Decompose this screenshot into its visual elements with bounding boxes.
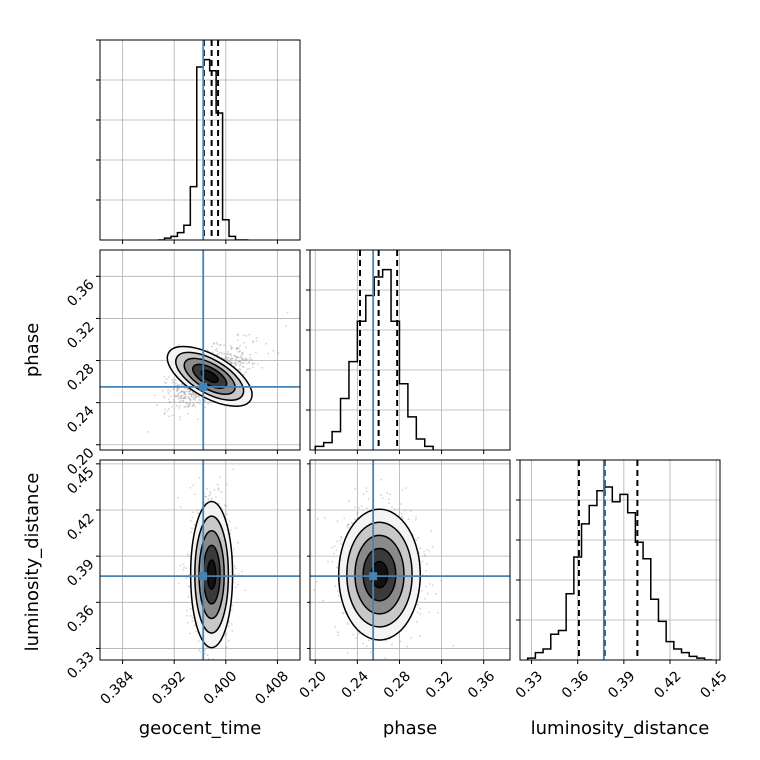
x-tick-label: 0.36 <box>559 668 592 701</box>
x-tick-label: 0.45 <box>697 668 730 701</box>
panel-phase-phase <box>306 249 511 454</box>
y-tick-label: 0.39 <box>64 556 97 589</box>
panel-luminosity_distance-phase <box>307 459 511 664</box>
truth-marker <box>369 572 378 581</box>
x-tick-label: 0.33 <box>513 668 546 701</box>
truth-marker <box>199 572 208 581</box>
x-tick-label: 0.408 <box>252 668 292 708</box>
x-tick-label: 0.392 <box>149 668 189 708</box>
x-tick-label: 0.24 <box>339 668 372 701</box>
x-tick-label: 0.32 <box>423 668 456 701</box>
panel-frame <box>99 39 301 241</box>
panel-geocent_time-geocent_time <box>96 39 301 244</box>
panel-luminosity_distance-geocent_time <box>96 459 301 664</box>
x-axis-label-geocent-time: geocent_time <box>139 718 262 739</box>
histogram-luminosity_distance <box>526 486 713 660</box>
x-tick-label: 0.400 <box>201 668 241 708</box>
y-tick-label: 0.42 <box>64 510 97 543</box>
y-tick-label: 0.28 <box>64 361 97 394</box>
y-axis-label-phase: phase <box>22 323 43 377</box>
y-tick-label: 0.32 <box>64 319 97 352</box>
x-tick-label: 0.42 <box>651 668 684 701</box>
y-tick-label: 0.24 <box>64 403 97 436</box>
panel-luminosity_distance-luminosity_distance <box>516 459 721 664</box>
histogram-phase <box>314 268 434 450</box>
y-tick-label: 0.33 <box>64 649 97 682</box>
x-axis-label-luminosity-distance: luminosity_distance <box>531 718 710 739</box>
x-tick-label: 0.384 <box>98 668 138 708</box>
panel-frame <box>99 249 301 451</box>
truth-marker <box>199 382 208 391</box>
x-tick-label: 0.36 <box>465 668 498 701</box>
x-tick-label: 0.28 <box>381 668 414 701</box>
x-tick-label: 0.39 <box>605 668 638 701</box>
contour-level <box>206 559 217 590</box>
x-tick-label: 0.20 <box>297 668 330 701</box>
panel-frame <box>99 459 301 661</box>
contour-level <box>200 369 219 384</box>
x-axis-label-phase: phase <box>383 718 437 739</box>
panel-phase-geocent_time <box>96 249 301 454</box>
y-axis-label-luminosity-distance: luminosity_distance <box>22 473 43 652</box>
y-tick-label: 0.36 <box>64 277 97 310</box>
panel-frame <box>519 459 721 661</box>
y-tick-label: 0.36 <box>64 603 97 636</box>
panel-frame <box>309 459 511 661</box>
panel-frame <box>309 249 511 451</box>
